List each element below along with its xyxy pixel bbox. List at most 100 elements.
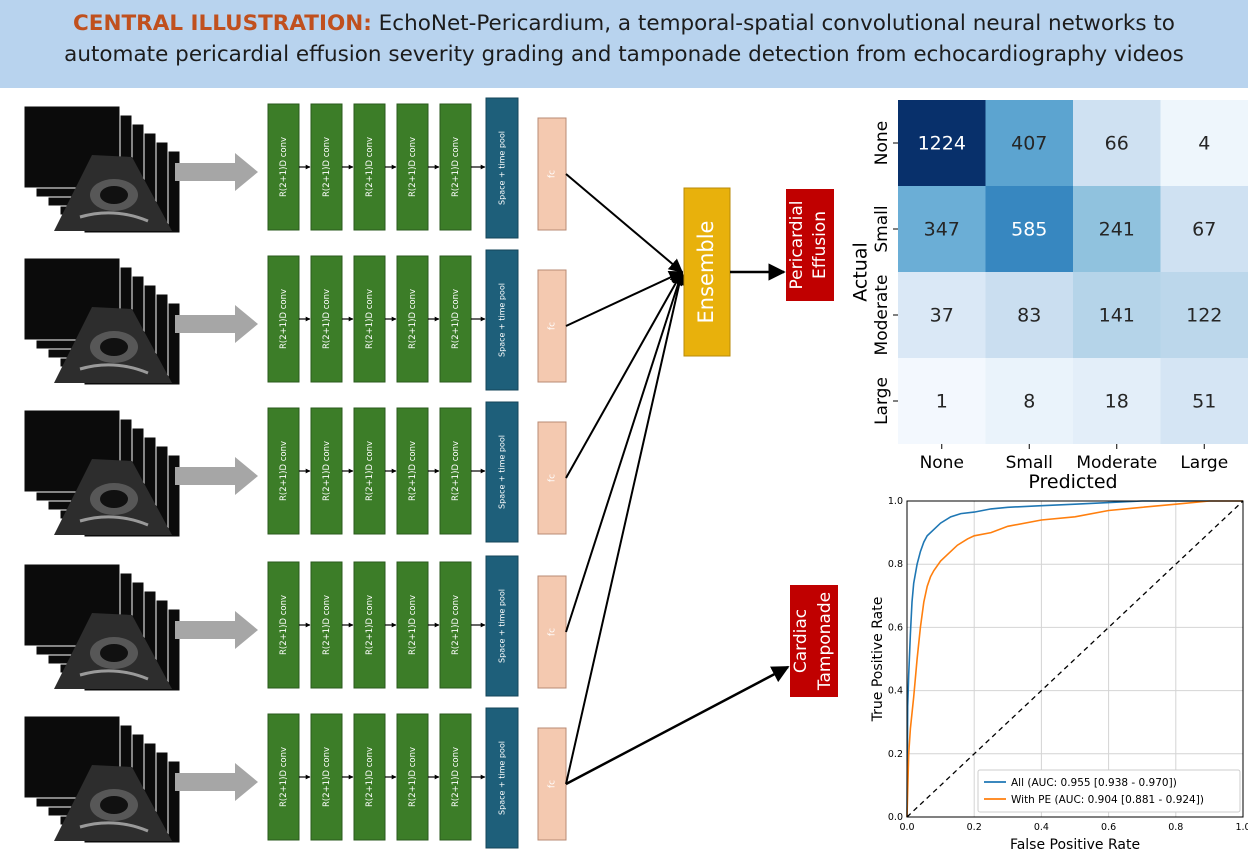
conv-block <box>267 103 300 231</box>
title-banner: CENTRAL ILLUSTRATION: EchoNet-Pericardiu… <box>0 0 1248 88</box>
pool-label: Space + time pool <box>498 589 507 663</box>
cm-cell-value: 51 <box>1192 391 1216 413</box>
roc-x-tick-label: 1.0 <box>1235 822 1248 833</box>
pool-block <box>485 97 519 239</box>
cm-cell <box>898 358 986 444</box>
conv-label: R(2+1)D conv <box>365 137 375 197</box>
conv-label: R(2+1)D conv <box>365 441 375 501</box>
fc-label: fc <box>548 780 558 788</box>
pe-output-block <box>786 189 834 301</box>
conv-block <box>396 407 429 535</box>
cm-y-tick-label: None <box>872 121 892 165</box>
cm-cell <box>1073 272 1161 358</box>
cm-cell <box>985 272 1073 358</box>
cm-cell <box>1160 272 1248 358</box>
conv-block <box>310 407 343 535</box>
cm-cell-value: 1 <box>936 391 948 413</box>
conv-label: R(2+1)D conv <box>279 137 289 197</box>
fc-label: fc <box>548 170 558 178</box>
ensemble-connections <box>565 173 790 786</box>
ensemble-label: Ensemble <box>694 221 718 324</box>
pe-output-label-1: Pericardial <box>787 201 807 290</box>
cm-y-axis-label: Actual <box>850 242 872 302</box>
conv-block <box>353 561 386 689</box>
cm-cell <box>1073 358 1161 444</box>
conv-label: R(2+1)D conv <box>408 747 418 807</box>
roc-legend-entry: With PE (AUC: 0.904 [0.881 - 0.924]) <box>1011 794 1204 806</box>
conv-label: R(2+1)D conv <box>322 595 332 655</box>
roc-chart: 0.00.0 0.2 0.2 0.4 0.4 0.6 0.6 0.8 0.8 1.0 1.0 All … <box>870 496 1248 853</box>
roc-series-line-2 <box>906 500 1243 818</box>
pool-block <box>485 555 519 697</box>
conv-block <box>267 407 300 535</box>
cm-cell <box>985 358 1073 444</box>
conv-label: R(2+1)D conv <box>408 289 418 349</box>
fc-block <box>537 117 567 231</box>
title-line-1: CENTRAL ILLUSTRATION: EchoNet-Pericardiu… <box>0 8 1248 39</box>
conv-block <box>353 103 386 231</box>
network-row-2: R(2+1)D conv R(2+1)D conv R(2+1)D conv R(2+… <box>267 249 567 391</box>
roc-y-tick-label: 0.8 <box>888 559 903 570</box>
conv-label: R(2+1)D conv <box>322 747 332 807</box>
pool-label: Space + time pool <box>498 741 507 815</box>
conv-label: R(2+1)D conv <box>451 747 461 807</box>
cm-cell-value: 37 <box>930 305 954 327</box>
input-arrow-2 <box>175 305 258 343</box>
cm-cell-value: 83 <box>1017 305 1041 327</box>
conv-label: R(2+1)D conv <box>365 747 375 807</box>
conv-label: R(2+1)D conv <box>365 595 375 655</box>
fc-label: fc <box>548 628 558 636</box>
conv-block <box>353 713 386 841</box>
fc-label: fc <box>548 322 558 330</box>
pool-label: Space + time pool <box>498 283 507 357</box>
roc-y-axis-label: True Positive Rate <box>870 597 886 723</box>
input-arrows <box>175 153 258 801</box>
ultrasound-chamber <box>100 644 128 662</box>
cm-cell-value: 141 <box>1099 305 1135 327</box>
conv-block <box>439 103 472 231</box>
roc-legend-entry: All (AUC: 0.955 [0.938 - 0.970]) <box>1011 777 1177 789</box>
cm-cell <box>898 186 986 272</box>
conv-block <box>396 103 429 231</box>
cm-cell <box>1073 100 1161 186</box>
network-row-3: R(2+1)D conv R(2+1)D conv R(2+1)D conv R(2+… <box>267 401 567 543</box>
conv-block <box>267 255 300 383</box>
fc-block <box>537 727 567 841</box>
conv-label: R(2+1)D conv <box>365 289 375 349</box>
ultrasound-chamber <box>100 338 128 356</box>
cm-x-tick-label: Moderate <box>1076 453 1157 473</box>
cm-cell-value: 8 <box>1023 391 1035 413</box>
conv-label: R(2+1)D conv <box>451 441 461 501</box>
output-blocks: Ensemble Pericardial Effusion Cardiac Tampon… <box>683 187 838 697</box>
cm-cell <box>898 272 986 358</box>
video-stack-2 <box>23 257 181 386</box>
conv-label: R(2+1)D conv <box>279 289 289 349</box>
ultrasound-chamber <box>100 186 128 204</box>
roc-legend <box>977 769 1241 813</box>
fc-to-ensemble-1 <box>565 173 684 273</box>
conv-label: R(2+1)D conv <box>408 595 418 655</box>
conv-label: R(2+1)D conv <box>451 137 461 197</box>
fc-to-ensemble-5 <box>565 270 687 785</box>
roc-y-tick-label: 0.4 <box>888 686 903 697</box>
conv-label: R(2+1)D conv <box>408 137 418 197</box>
tamponade-output-label-1: Cardiac <box>791 609 811 673</box>
input-arrow-5 <box>175 763 258 801</box>
video-stack-5 <box>23 715 181 844</box>
fc-block <box>537 575 567 689</box>
cm-y-tick-label: Large <box>872 377 892 425</box>
network-row-1: R(2+1)D conv R(2+1)D conv R(2+1)D conv R(2+… <box>267 97 567 239</box>
conv-block <box>439 713 472 841</box>
pool-block <box>485 249 519 391</box>
fc-to-ensemble-4 <box>565 270 685 633</box>
pool-label: Space + time pool <box>498 131 507 205</box>
roc-chance-line <box>906 500 1244 818</box>
video-stack-4 <box>23 563 181 692</box>
roc-x-axis-label: False Positive Rate <box>1010 837 1140 853</box>
cm-cell <box>1073 186 1161 272</box>
roc-x-tick-label: 0.8 <box>1168 822 1183 833</box>
title-text: CENTRAL ILLUSTRATION: EchoNet-Pericardiu… <box>0 8 1248 70</box>
tamponade-output-label-2: Tamponade <box>815 592 835 691</box>
